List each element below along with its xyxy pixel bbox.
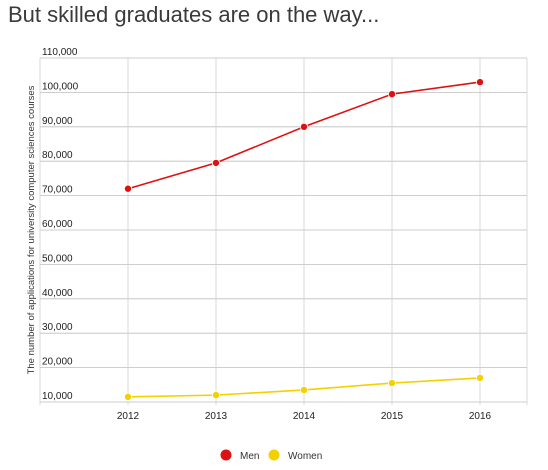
y-tick-label: 90,000: [42, 116, 73, 127]
data-point-men: [387, 90, 396, 99]
legend-swatch-women: [268, 449, 280, 461]
x-tick-label: 2016: [469, 411, 492, 422]
y-tick-label: 40,000: [42, 288, 73, 299]
data-point-women: [475, 373, 484, 382]
y-tick-label: 20,000: [42, 357, 73, 368]
x-tick-label: 2015: [381, 411, 404, 422]
x-tick-label: 2012: [117, 411, 140, 422]
x-tick-label: 2013: [205, 411, 228, 422]
y-axis-label: The number of applications for universit…: [26, 85, 37, 374]
data-point-men: [475, 78, 484, 87]
data-point-women: [124, 392, 133, 401]
y-tick-label: 70,000: [42, 185, 73, 196]
x-tick-label: 2014: [293, 411, 316, 422]
data-point-men: [124, 184, 133, 193]
data-point-men: [299, 122, 308, 131]
legend-label-women: Women: [288, 451, 322, 462]
data-point-men: [211, 158, 220, 167]
legend-label-men: Men: [240, 451, 259, 462]
y-tick-label: 10,000: [42, 391, 73, 402]
y-tick-label: 50,000: [42, 253, 73, 264]
y-tick-label: 60,000: [42, 219, 73, 230]
legend-swatch-men: [220, 449, 232, 461]
chart-title: But skilled graduates are on the way...: [8, 2, 380, 27]
y-tick-label: 80,000: [42, 150, 73, 161]
data-point-women: [387, 379, 396, 388]
y-tick-label: 110,000: [42, 47, 78, 58]
data-point-women: [299, 385, 308, 394]
data-point-women: [211, 391, 220, 400]
y-tick-label: 100,000: [42, 81, 79, 92]
y-tick-label: 30,000: [42, 322, 73, 333]
